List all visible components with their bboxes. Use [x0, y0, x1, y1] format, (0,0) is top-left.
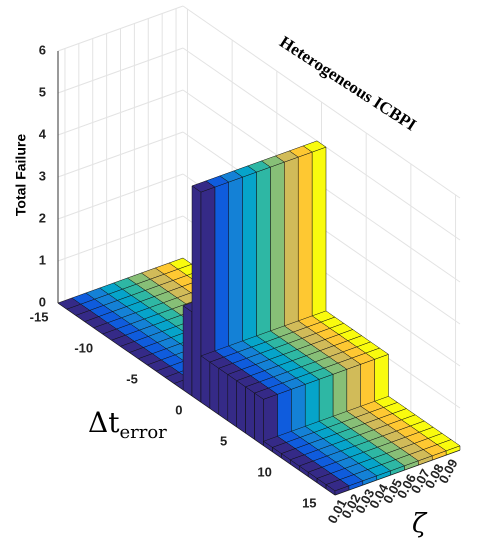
- bar-side: [245, 386, 255, 440]
- x-tick-label: -10: [74, 341, 93, 356]
- y-tick-label: 0.09: [436, 456, 461, 485]
- bar-side: [200, 355, 211, 409]
- x-tick-label: 10: [257, 464, 271, 479]
- bar-top: [191, 180, 216, 193]
- bar-side: [227, 374, 237, 428]
- bars: [57, 140, 461, 496]
- z-tick-label: 0: [39, 294, 46, 309]
- x-tick-label: 0: [175, 402, 182, 417]
- bar-side: [209, 361, 220, 415]
- bar: [191, 180, 216, 403]
- bar-side: [191, 185, 202, 403]
- bar: [325, 479, 350, 496]
- z-tick-label: 3: [39, 168, 46, 183]
- z-axis-label: Total Failure: [13, 134, 29, 216]
- z-tick-label: 1: [39, 252, 46, 267]
- y-axis-label: ζ: [412, 509, 428, 539]
- x-axis-label-subscript: error: [119, 422, 167, 443]
- z-tick-label: 6: [39, 42, 46, 57]
- bar-side: [182, 305, 193, 397]
- x-tick-label: -15: [30, 310, 49, 325]
- z-tick-label: 5: [39, 84, 46, 99]
- x-tick-label: -5: [126, 371, 138, 386]
- bar-side: [254, 392, 264, 446]
- x-tick-label: 5: [220, 433, 227, 448]
- x-tick-label: 15: [302, 495, 316, 510]
- bar: [254, 387, 278, 446]
- bar-side: [236, 380, 246, 434]
- x-axis-label-main: Δt: [88, 406, 120, 439]
- x-axis-label: Δterror: [88, 406, 167, 443]
- bar-side: [218, 368, 229, 421]
- z-tick-label: 2: [39, 210, 46, 225]
- bar-top: [325, 479, 350, 492]
- bar-top: [254, 387, 278, 400]
- z-tick-label: 4: [39, 126, 47, 141]
